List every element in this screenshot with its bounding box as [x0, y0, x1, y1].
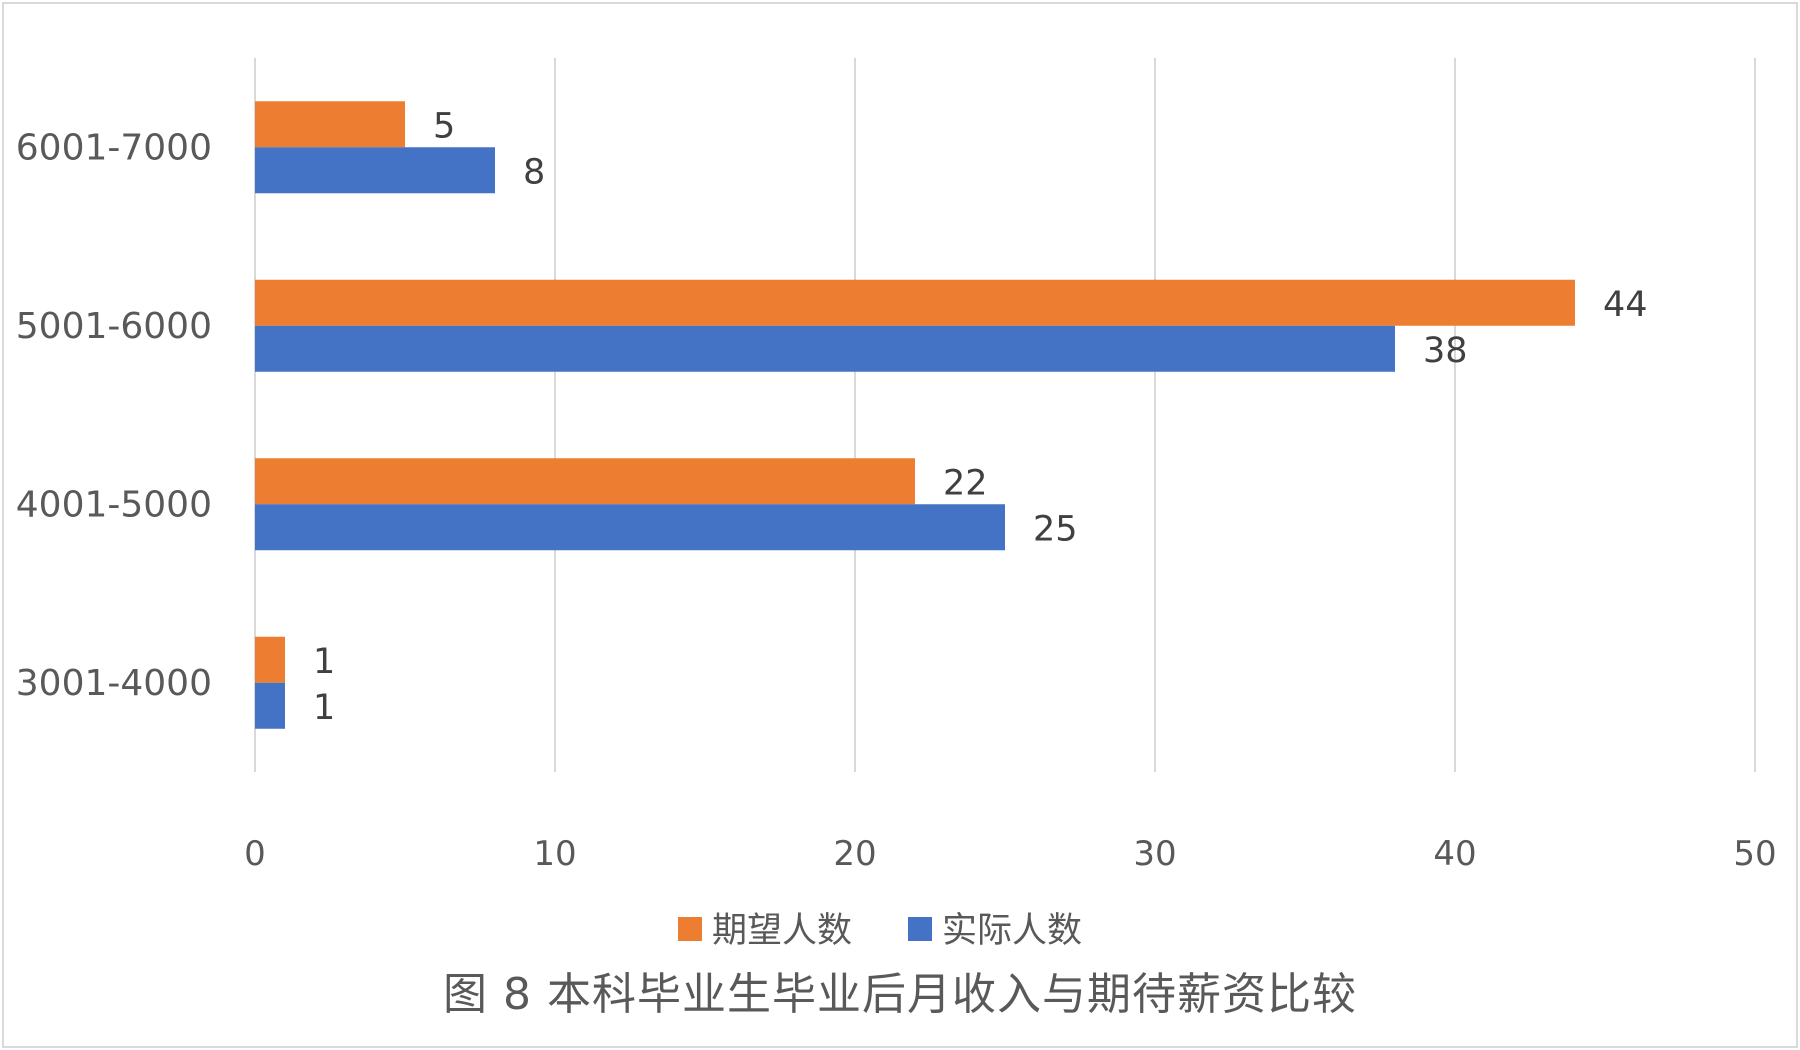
bar-6001-7000-actual: [255, 147, 495, 194]
legend-swatch-expected: [678, 917, 702, 941]
data-labels: 1 1 22 25 44 38 5 8: [313, 106, 1648, 728]
bar-6001-7000-expected: [255, 101, 405, 148]
legend-swatch-actual: [908, 917, 932, 941]
bar-chart: 1 1 22 25 44 38 5 8 3001-4000 4001-5000 5001-6000…: [16, 58, 1777, 950]
category-label-5001-6000: 5001-6000: [16, 306, 212, 347]
x-tick-label-30: 30: [1133, 834, 1176, 874]
x-tick-labels: 0 10 20 30 40 50: [244, 834, 1776, 874]
x-tick-label-50: 50: [1733, 834, 1776, 874]
x-tick-label-10: 10: [533, 834, 576, 874]
data-label-5001-6000-expected: 44: [1603, 285, 1648, 325]
category-label-6001-7000: 6001-7000: [16, 127, 212, 168]
bar-3001-4000-expected: [255, 636, 285, 683]
data-label-3001-4000-actual: 1: [313, 688, 335, 728]
x-tick-label-40: 40: [1433, 834, 1476, 874]
bar-4001-5000-actual: [255, 504, 1005, 551]
bar-4001-5000-expected: [255, 458, 915, 505]
legend-label-actual: 实际人数: [942, 911, 1082, 950]
legend: 期望人数 实际人数: [678, 911, 1082, 950]
legend-label-expected: 期望人数: [712, 911, 852, 950]
data-label-3001-4000-expected: 1: [313, 642, 335, 682]
bar-5001-6000-actual: [255, 325, 1395, 372]
category-labels: 3001-4000 4001-5000 5001-6000 6001-7000: [16, 127, 212, 704]
category-label-3001-4000: 3001-4000: [16, 663, 212, 704]
x-tick-label-20: 20: [833, 834, 876, 874]
data-label-6001-7000-expected: 5: [433, 106, 455, 146]
bars: [255, 101, 1575, 729]
data-label-4001-5000-actual: 25: [1033, 509, 1078, 549]
figure-caption: 图 8 本科毕业生毕业后月收入与期待薪资比较: [443, 969, 1357, 1020]
data-label-5001-6000-actual: 38: [1423, 331, 1468, 371]
data-label-4001-5000-expected: 22: [943, 463, 988, 503]
bar-5001-6000-expected: [255, 279, 1575, 326]
category-label-4001-5000: 4001-5000: [16, 484, 212, 525]
bar-3001-4000-actual: [255, 682, 285, 729]
x-tick-label-0: 0: [244, 834, 266, 874]
data-label-6001-7000-actual: 8: [523, 152, 545, 192]
